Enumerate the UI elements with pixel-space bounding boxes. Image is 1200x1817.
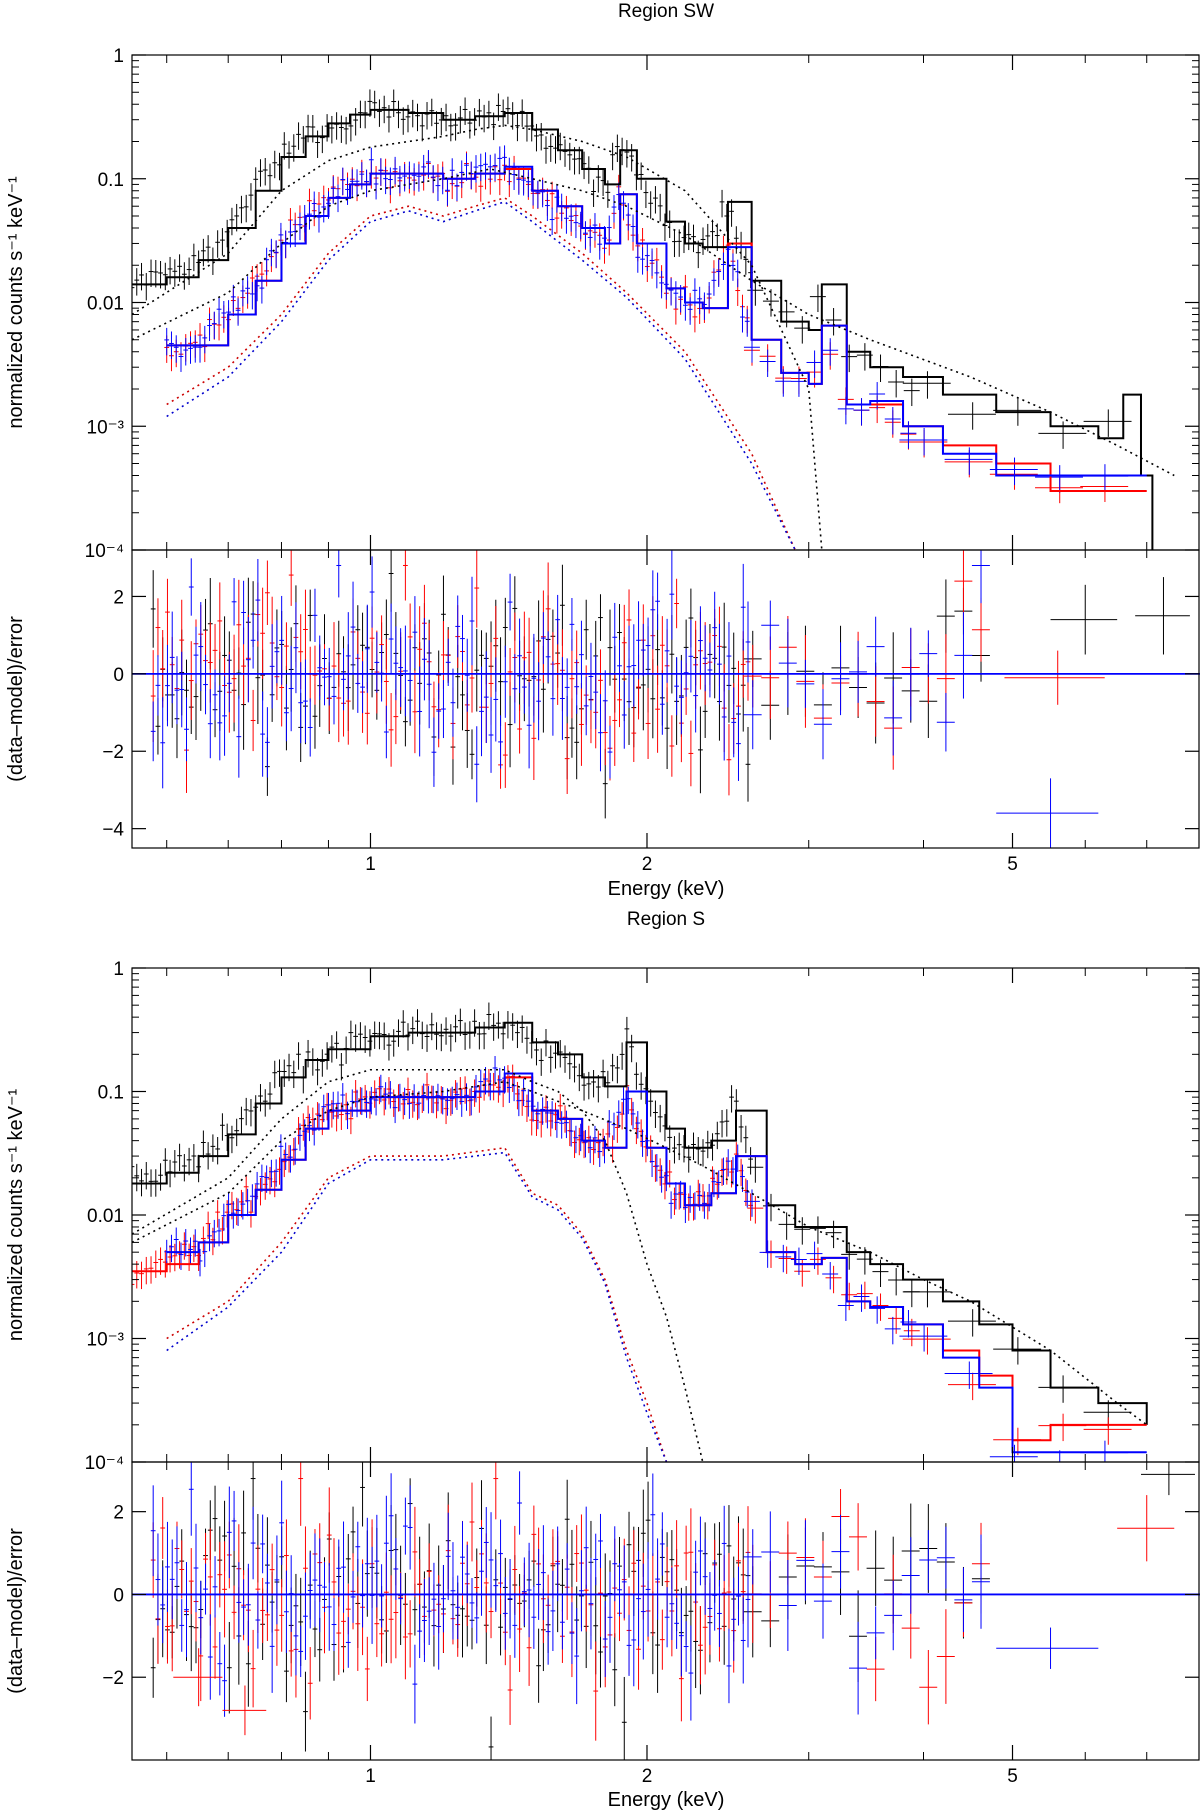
- x-tick-label: 2: [642, 854, 653, 875]
- x-tick-label: 5: [1007, 1766, 1018, 1787]
- y-axis-label-bottom: (data–model)/error: [5, 1528, 27, 1694]
- model-blue-model: [166, 1072, 1147, 1454]
- residual-points-2: [150, 1462, 990, 1724]
- model-black-component-1: [132, 1080, 1148, 1426]
- model-red-model: [166, 167, 1147, 492]
- x-tick-label: 5: [1007, 854, 1018, 875]
- chart-title: Region SW: [618, 1, 714, 22]
- residual-points-2: [150, 550, 990, 803]
- residual-highlight: [1135, 577, 1190, 655]
- residual-highlight: [222, 1685, 267, 1736]
- y-tick-label: 0.1: [98, 170, 124, 191]
- data-points-black-model: [132, 1002, 1132, 1428]
- residual-panel: [150, 1462, 1195, 1760]
- residual-highlight: [173, 1648, 223, 1707]
- y-tick-label: 10⁻⁴: [85, 1453, 124, 1474]
- y-axis-label-bottom: (data–model)/error: [5, 616, 27, 782]
- residual-highlight: [996, 778, 1099, 848]
- residual-panel-frame: [131, 549, 1200, 849]
- y-tick-label: −4: [102, 820, 124, 841]
- x-tick-label: 2: [642, 1766, 653, 1787]
- x-tick-label: 1: [365, 1766, 376, 1787]
- chart-1: Region SW 1 0.1 0.01 10⁻³ 10⁻⁴ normalized coun…: [5, 1, 1200, 900]
- model-red-component: [166, 1146, 668, 1462]
- x-axis-label: Energy (keV): [608, 1789, 725, 1811]
- residual-panel: [150, 550, 1190, 848]
- residual-highlight: [1004, 650, 1105, 705]
- y-tick-label: 0: [113, 1585, 124, 1606]
- spectrum-panel: [132, 1002, 1148, 1462]
- y-tick-label: 10⁻⁴: [85, 541, 124, 562]
- model-black-model: [132, 108, 1154, 550]
- model-black-component-1: [132, 168, 1175, 477]
- data-points-red-model: [132, 1064, 1132, 1456]
- y-tick-label: 10⁻³: [87, 1330, 125, 1351]
- x-tick-label: 1: [365, 854, 376, 875]
- y-tick-label: 0.1: [98, 1083, 124, 1104]
- model-black-component-2: [132, 124, 823, 550]
- x-axis-label: Energy (keV): [608, 878, 725, 900]
- y-tick-label: −2: [102, 742, 124, 763]
- y-axis-label-top: normalized counts s⁻¹ keV⁻¹: [5, 176, 27, 429]
- spectrum-panel-frame: [131, 967, 1200, 1463]
- data-points-blue-model: [164, 145, 1129, 493]
- residual-highlight: [1050, 584, 1118, 655]
- model-black-model: [132, 1021, 1148, 1425]
- residual-highlight: [1117, 1495, 1175, 1562]
- chart-title: Region S: [627, 909, 705, 930]
- model-blue-component: [166, 201, 796, 550]
- y-tick-label: 2: [113, 1503, 124, 1524]
- residual-highlight: [996, 1627, 1099, 1669]
- y-tick-label: 0: [113, 665, 124, 686]
- y-tick-label: 0.01: [87, 1206, 124, 1227]
- y-tick-label: 10⁻³: [87, 417, 125, 438]
- residual-panel-frame: [131, 1461, 1200, 1761]
- residual-highlight: [1140, 1462, 1195, 1496]
- y-tick-label: 2: [113, 587, 124, 608]
- model-blue-model: [166, 165, 1147, 477]
- chart-2: Region S 1 0.1 0.01 10⁻³ 10⁻⁴ normalized count…: [5, 909, 1200, 1811]
- y-tick-label: 1: [113, 46, 124, 67]
- y-axis-label-top: normalized counts s⁻¹ keV⁻¹: [5, 1089, 27, 1342]
- y-tick-label: 1: [113, 959, 124, 980]
- y-tick-label: 0.01: [87, 294, 124, 315]
- spectrum-panel: [132, 89, 1175, 550]
- model-red-model: [132, 1076, 1147, 1442]
- model-red-component: [166, 197, 796, 550]
- y-tick-label: −2: [102, 1668, 124, 1689]
